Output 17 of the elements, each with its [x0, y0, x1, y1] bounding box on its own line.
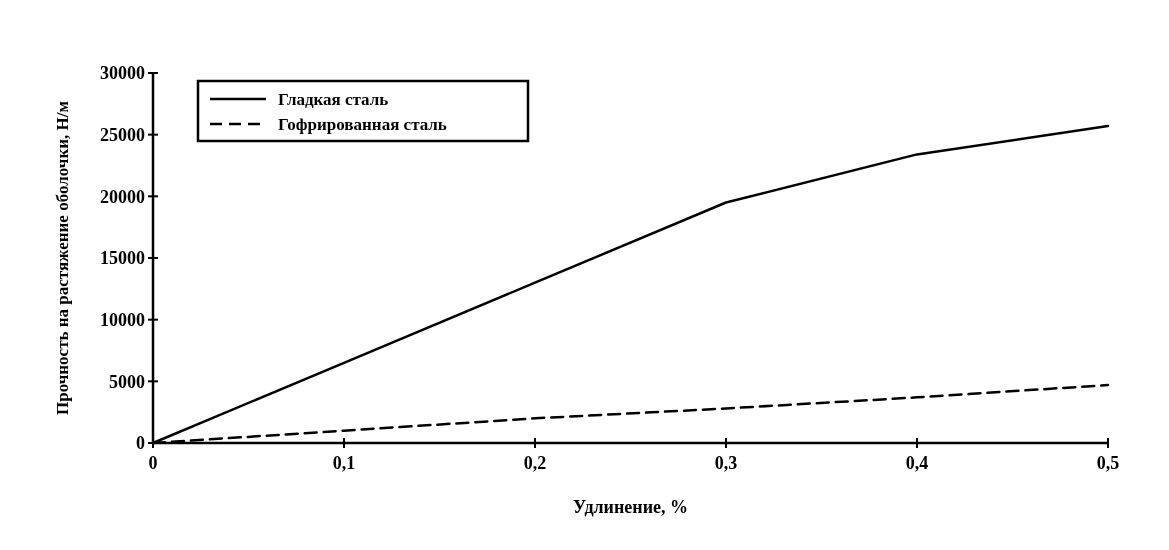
x-tick-label: 0,1	[332, 453, 356, 473]
x-tick-label: 0,3	[714, 453, 738, 473]
y-tick-label: 25000	[100, 124, 145, 145]
y-tick-label: 5000	[109, 371, 145, 392]
y-tick-label: 20000	[100, 186, 145, 207]
x-tick-label: 0,5	[1096, 453, 1120, 473]
legend-label: Гофрированная сталь	[278, 114, 447, 134]
y-tick-label: 0	[136, 433, 145, 454]
x-tick-label: 0,2	[523, 453, 547, 473]
x-tick-label: 0	[148, 453, 158, 473]
x-axis-title: Удлинение, %	[572, 497, 689, 517]
x-tick-label: 0,4	[905, 453, 929, 473]
legend-label: Гладкая сталь	[278, 89, 389, 109]
y-tick-label: 10000	[100, 309, 145, 330]
y-tick-label: 15000	[100, 248, 145, 269]
y-axis-title: Прочность на растяжение оболочки, Н/м	[53, 100, 72, 416]
y-tick-label: 30000	[100, 63, 145, 84]
